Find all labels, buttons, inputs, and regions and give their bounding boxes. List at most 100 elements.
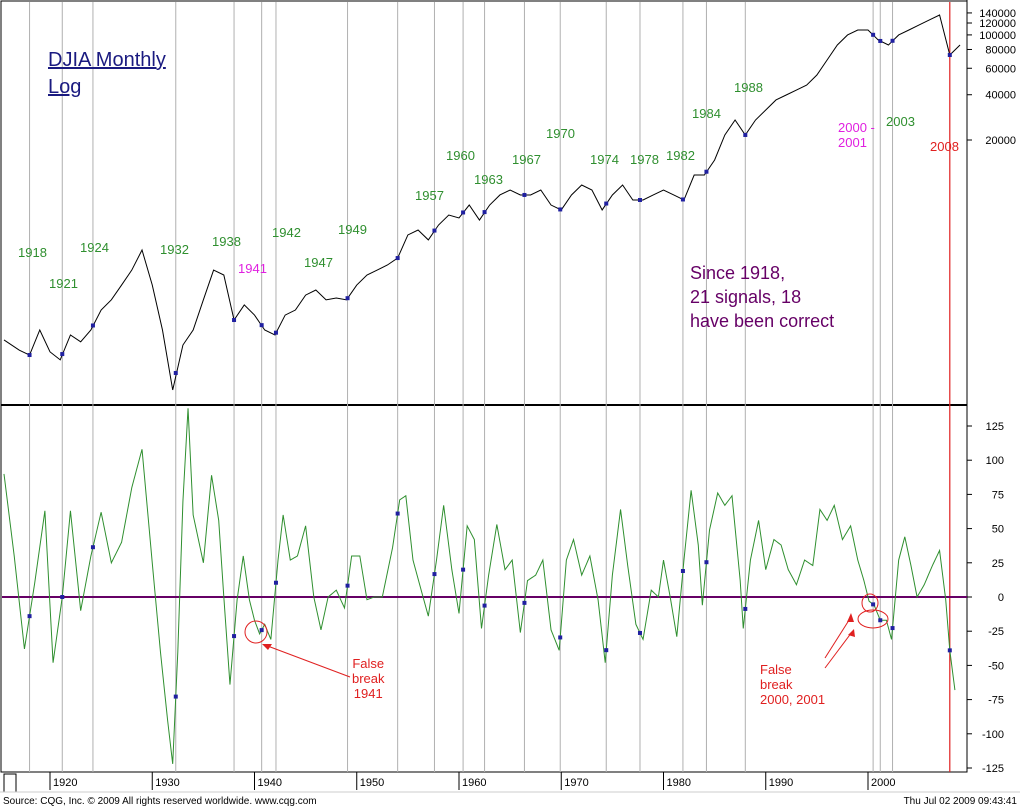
signal-summary-note: Since 1918, 21 signals, 18 have been cor… [690, 261, 834, 333]
price-signal-marker [173, 370, 178, 375]
false-break-1941-label: False break 1941 [352, 656, 385, 701]
oscillator-signal-marker [259, 628, 264, 633]
x-tick-label: 1950 [360, 777, 384, 789]
year-label: 1982 [666, 148, 695, 163]
annotation-line: False [760, 662, 792, 677]
price-signal-marker [395, 256, 400, 261]
price-signal-marker [947, 53, 952, 58]
arrowhead [262, 644, 272, 650]
oscillator-signal-marker [345, 583, 350, 588]
price-signal-marker [60, 352, 65, 357]
x-tick-label: 1930 [155, 777, 179, 789]
year-label: 2003 [886, 114, 915, 129]
x-tick-label: 1980 [667, 777, 691, 789]
plot-frame [0, 0, 968, 773]
price-signal-marker [90, 323, 95, 328]
year-label: 1974 [590, 152, 619, 167]
year-label-false: 2000 - [838, 120, 875, 135]
oscillator-signal-marker [232, 634, 237, 639]
oscillator-signal-marker [90, 545, 95, 550]
year-label: 1947 [304, 255, 333, 270]
annotation-line: 2000, 2001 [760, 692, 826, 707]
false-break-circle [861, 593, 879, 613]
year-label: 1938 [212, 234, 241, 249]
year-label: 1984 [692, 106, 721, 121]
price-signal-marker [878, 38, 883, 43]
oscillator-signal-marker [704, 560, 709, 565]
y-tick-label: -50 [988, 660, 1004, 672]
y-tick-label: 75 [992, 489, 1004, 501]
price-signal-marker [432, 228, 437, 233]
note-line: have been correct [690, 311, 835, 331]
oscillator-signal-marker [60, 595, 65, 599]
year-label: 1963 [474, 172, 503, 187]
footer-timestamp: Thu Jul 02 2009 09:43:41 [903, 796, 1017, 807]
year-label-false: 1941 [238, 261, 267, 276]
oscillator-signal-marker [395, 511, 400, 516]
price-signal-marker [482, 210, 487, 215]
y-tick-label: 50 [992, 524, 1004, 536]
y-tick-label: 120000 [979, 18, 1016, 30]
chart-title-line: DJIA Monthly [48, 49, 166, 71]
year-label: 1988 [734, 80, 763, 95]
annotation-line: 1941 [353, 686, 383, 701]
year-label: 1960 [446, 148, 475, 163]
price-signal-marker [704, 169, 709, 174]
year-label-false: 2001 [838, 135, 867, 150]
year-label: 1932 [160, 242, 189, 257]
note-line: Since 1918, [690, 263, 786, 283]
year-label: 1924 [80, 240, 109, 255]
y-tick-label: -75 [988, 695, 1004, 707]
annotation-arrow [824, 616, 852, 659]
arrowhead [847, 613, 854, 622]
price-signal-marker [345, 296, 350, 301]
annotation-arrow [824, 631, 853, 669]
arrowhead [848, 629, 855, 637]
x-tick-label: 1960 [462, 777, 486, 789]
oscillator-signal-marker [637, 630, 642, 635]
y-tick-label: 40000 [985, 90, 1016, 102]
y-tick-label: -25 [988, 626, 1004, 638]
chart-title: DJIA Monthly Log [48, 47, 166, 101]
note-line: 21 signals, 18 [690, 287, 802, 307]
oscillator-signal-marker [604, 648, 609, 653]
year-label: 1918 [18, 245, 47, 260]
oscillator-signal-marker [743, 606, 748, 611]
y-tick-label: 80000 [985, 44, 1016, 56]
price-signal-marker [232, 318, 237, 323]
y-tick-label: 0 [998, 592, 1004, 604]
year-label: 1970 [546, 126, 575, 141]
price-signal-marker [558, 207, 563, 212]
x-tick-label: 1990 [769, 777, 793, 789]
oscillator-signal-marker [482, 603, 487, 608]
oscillator-signal-marker [27, 614, 32, 619]
annotation-line: break [352, 671, 385, 686]
price-signal-marker [273, 330, 278, 335]
oscillator-signal-marker [890, 626, 895, 631]
y-tick-label: 60000 [985, 63, 1016, 75]
year-label: 1921 [49, 276, 78, 291]
oscillator-signal-marker [947, 648, 952, 653]
oscillator-line [3, 408, 956, 764]
annotation-line: False [352, 656, 385, 671]
false-break-2000-label: False break 2000, 2001 [760, 662, 825, 707]
y-tick-label: 100000 [979, 30, 1016, 42]
year-label: 1949 [338, 222, 367, 237]
x-tick-label: 1920 [53, 777, 77, 789]
y-tick-label: 25 [992, 558, 1004, 570]
price-signal-marker [743, 132, 748, 137]
x-tick-label: 1970 [564, 777, 588, 789]
scroll-box [3, 773, 17, 793]
false-break-circle [857, 609, 889, 629]
y-tick-label: 140000 [979, 8, 1016, 20]
price-signal-marker [604, 201, 609, 206]
price-signal-marker [680, 197, 685, 202]
false-break-circle [244, 620, 268, 644]
y-tick-label: 20000 [985, 135, 1016, 147]
year-label: 1942 [272, 225, 301, 240]
oscillator-signal-marker [558, 635, 563, 640]
oscillator-signal-marker [522, 600, 527, 605]
year-label-current: 2008 [930, 139, 959, 154]
year-label: 1957 [415, 188, 444, 203]
annotation-line: break [760, 677, 793, 692]
